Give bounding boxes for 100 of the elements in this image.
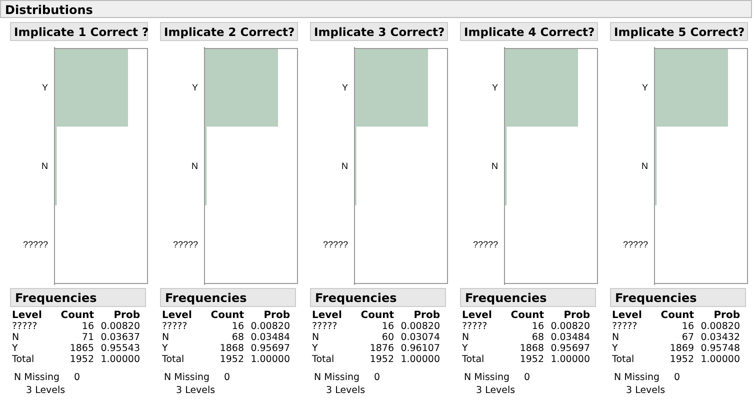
text: 0.03484: [550, 332, 591, 343]
chart-title: Implicate 2 Correct?: [160, 22, 298, 41]
text: Level: [611, 310, 643, 321]
y-tick-label: N: [642, 161, 648, 171]
text: Total: [11, 354, 36, 365]
text: 1865: [68, 343, 95, 354]
text: 1952: [368, 354, 395, 365]
text: ?????: [11, 321, 38, 332]
text: Y: [311, 343, 319, 354]
text: Prob: [562, 310, 591, 321]
text: N: [311, 332, 320, 343]
y-tick-label: ?????: [172, 240, 198, 250]
y-tick-label: ?????: [622, 240, 648, 250]
text: ?????: [461, 321, 488, 332]
text: N: [461, 332, 470, 343]
text: Level: [11, 310, 43, 321]
chart-title: Implicate 1 Correct ?: [10, 22, 149, 41]
text: 1952: [68, 354, 95, 365]
y-tick-label: ?????: [472, 240, 498, 250]
text: Count: [360, 310, 395, 321]
text: N Missing: [14, 372, 60, 383]
y-tick-label: N: [342, 161, 348, 171]
text: Frequencies: [310, 288, 446, 307]
text: 1869: [668, 343, 695, 354]
text: Prob: [262, 310, 291, 321]
y-tick-label: N: [192, 161, 198, 171]
text: N Missing: [464, 372, 510, 383]
text: 1876: [368, 343, 395, 354]
text: Y: [11, 343, 19, 354]
y-tick-label: Y: [342, 82, 348, 92]
text: Level: [311, 310, 343, 321]
text: Total: [161, 354, 186, 365]
text: 3 Levels: [326, 385, 366, 396]
text: 16: [530, 321, 545, 332]
text: Level: [161, 310, 193, 321]
text: N: [611, 332, 620, 343]
text: Count: [660, 310, 695, 321]
text: Count: [210, 310, 245, 321]
text: 16: [380, 321, 395, 332]
text: N Missing: [614, 372, 660, 383]
text: 1.00000: [100, 354, 141, 365]
text: Y: [611, 343, 619, 354]
text: 0.96107: [400, 343, 441, 354]
text: 0.95697: [250, 343, 291, 354]
text: 68: [530, 332, 545, 343]
text: Y: [461, 343, 469, 354]
text: Total: [461, 354, 486, 365]
text: 16: [680, 321, 695, 332]
text: 0: [374, 372, 380, 383]
text: 0.00820: [700, 321, 741, 332]
text: 60: [380, 332, 395, 343]
text: Count: [60, 310, 95, 321]
text: 3 Levels: [476, 385, 516, 396]
text: ?????: [311, 321, 338, 332]
text: Y: [161, 343, 169, 354]
text: 0.03432: [700, 332, 741, 343]
text: Prob: [112, 310, 141, 321]
text: 1952: [668, 354, 695, 365]
chart-title: Implicate 4 Correct?: [460, 22, 598, 41]
text: 0.95748: [700, 343, 741, 354]
y-tick-label: N: [492, 161, 498, 171]
y-tick-label: Y: [42, 82, 48, 92]
text: ?????: [161, 321, 188, 332]
text: 3 Levels: [26, 385, 66, 396]
text: N Missing: [314, 372, 360, 383]
text: Count: [510, 310, 545, 321]
text: 1952: [518, 354, 545, 365]
text: 3 Levels: [626, 385, 666, 396]
text: Total: [611, 354, 636, 365]
text: Prob: [712, 310, 741, 321]
text: N: [11, 332, 20, 343]
text: N Missing: [164, 372, 210, 383]
text: 1952: [218, 354, 245, 365]
text: 68: [230, 332, 245, 343]
text: 1868: [218, 343, 245, 354]
y-tick-label: Y: [192, 82, 198, 92]
chart-title: Implicate 5 Correct?: [610, 22, 748, 41]
text: 67: [680, 332, 695, 343]
text: Frequencies: [610, 288, 746, 307]
text: 0.03637: [100, 332, 141, 343]
y-tick-label: Y: [642, 82, 648, 92]
text: 71: [80, 332, 95, 343]
text: 0.00820: [400, 321, 441, 332]
text: 0.00820: [100, 321, 141, 332]
text: 0.95697: [550, 343, 591, 354]
text: 0: [674, 372, 680, 383]
text: Level: [461, 310, 493, 321]
y-tick-label: ?????: [22, 240, 48, 250]
y-tick-label: ?????: [322, 240, 348, 250]
text: Frequencies: [160, 288, 296, 307]
text: 0.00820: [550, 321, 591, 332]
text: 0: [524, 372, 530, 383]
text: 1.00000: [250, 354, 291, 365]
text: 1.00000: [400, 354, 441, 365]
text: 3 Levels: [176, 385, 216, 396]
text: Total: [311, 354, 336, 365]
text: Frequencies: [10, 288, 146, 307]
y-tick-label: N: [42, 161, 48, 171]
text: 0.95543: [100, 343, 141, 354]
text: N: [161, 332, 170, 343]
